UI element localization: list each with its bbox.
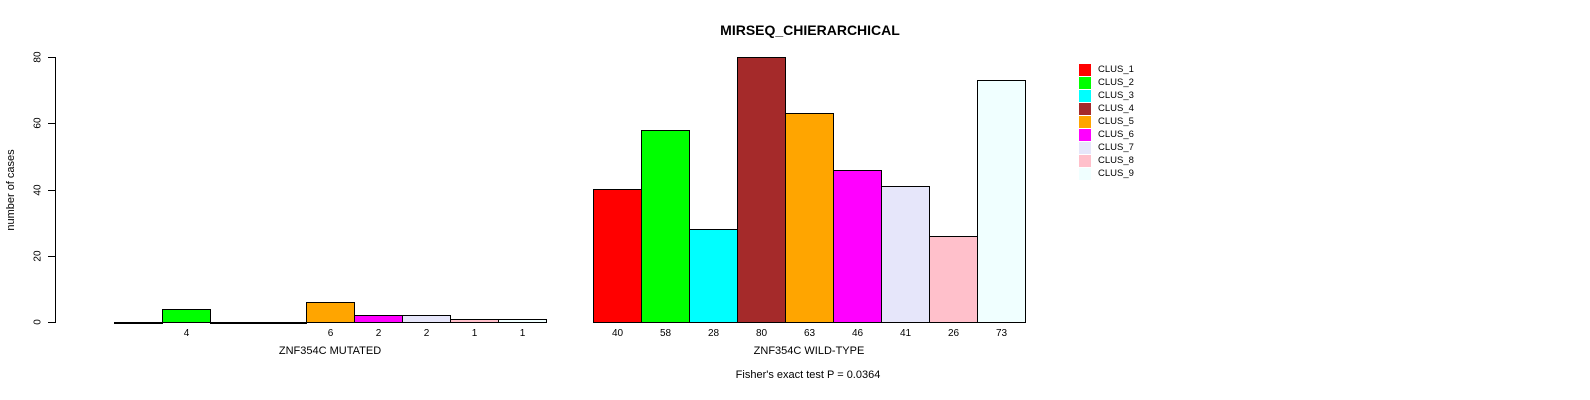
- bar-clus_1-group2: [593, 189, 642, 323]
- legend-swatch-clus_7: [1079, 141, 1091, 154]
- bar-clus_2-group2: [641, 130, 690, 323]
- y-axis-label: number of cases: [5, 149, 17, 231]
- legend-swatch-clus_3: [1079, 89, 1091, 102]
- y-tick-label: 20: [32, 250, 44, 262]
- bar-clus_8-group1: [450, 319, 499, 323]
- legend-swatch-clus_6: [1079, 128, 1091, 141]
- bar-value-label: 1: [471, 328, 478, 339]
- legend-row: CLUS_3: [1079, 89, 1134, 102]
- legend-label: CLUS_7: [1098, 142, 1134, 153]
- legend-label: CLUS_8: [1098, 155, 1134, 166]
- y-tick: [48, 123, 56, 124]
- bar-value-label: 80: [755, 328, 768, 339]
- bar-clus_8-group2: [929, 236, 978, 323]
- chart-title: MIRSEQ_CHIERARCHICAL: [720, 22, 900, 38]
- bar-clus_6-group1: [354, 315, 403, 323]
- legend-row: CLUS_2: [1079, 76, 1134, 89]
- bar-value-label: 58: [659, 328, 672, 339]
- legend-label: CLUS_1: [1098, 64, 1134, 75]
- group-label-mutated: ZNF354C MUTATED: [278, 345, 382, 357]
- legend-label: CLUS_2: [1098, 77, 1134, 88]
- legend-label: CLUS_5: [1098, 116, 1134, 127]
- legend-label: CLUS_4: [1098, 103, 1134, 114]
- bar-value-label: 63: [803, 328, 816, 339]
- y-tick-label: 60: [32, 117, 44, 129]
- legend-label: CLUS_6: [1098, 129, 1134, 140]
- y-tick: [48, 190, 56, 191]
- bar-clus_6-group2: [833, 170, 882, 323]
- bar-value-label: 2: [423, 328, 430, 339]
- y-tick-label: 40: [32, 184, 44, 196]
- legend: CLUS_1 CLUS_2 CLUS_3 CLUS_4 CLUS_5 CLUS_6 CLUS…: [1079, 63, 1134, 180]
- legend-row: CLUS_8: [1079, 154, 1134, 167]
- bar-clus_3-group2: [689, 229, 738, 323]
- fisher-test-annotation: Fisher's exact test P = 0.0364: [735, 369, 881, 381]
- bar-value-label: 40: [611, 328, 624, 339]
- bar-value-label: 41: [899, 328, 912, 339]
- legend-row: CLUS_4: [1079, 102, 1134, 115]
- bar-clus_5-group2: [785, 113, 834, 323]
- legend-label: CLUS_3: [1098, 90, 1134, 101]
- group-label-wild-type: ZNF354C WILD-TYPE: [753, 345, 865, 357]
- bar-value-label: 2: [375, 328, 382, 339]
- legend-row: CLUS_9: [1079, 167, 1134, 180]
- bar-value-label: 46: [851, 328, 864, 339]
- legend-row: CLUS_1: [1079, 63, 1134, 76]
- bar-clus_5-group1: [306, 302, 355, 323]
- legend-swatch-clus_4: [1079, 102, 1091, 115]
- legend-label: CLUS_9: [1098, 168, 1134, 179]
- y-tick: [48, 57, 56, 58]
- legend-row: CLUS_5: [1079, 115, 1134, 128]
- legend-swatch-clus_1: [1079, 63, 1091, 76]
- bar-clus_9-group1: [498, 319, 547, 323]
- bar-value-label: 6: [327, 328, 334, 339]
- bar-value-label: 73: [995, 328, 1008, 339]
- y-tick: [48, 322, 56, 323]
- bar-clus_4-group2: [737, 57, 786, 323]
- bar-clus_2-group1: [162, 309, 211, 323]
- bar-clus_1-group1: [114, 322, 163, 324]
- bar-value-label: 26: [947, 328, 960, 339]
- legend-swatch-clus_5: [1079, 115, 1091, 128]
- legend-swatch-clus_2: [1079, 76, 1091, 89]
- bar-clus_7-group1: [402, 315, 451, 323]
- bar-clus_7-group2: [881, 186, 930, 323]
- bar-value-label: 28: [707, 328, 720, 339]
- bar-clus_4-group1: [258, 322, 307, 324]
- bar-value-label: 1: [519, 328, 526, 339]
- bar-clus_9-group2: [977, 80, 1026, 323]
- legend-row: CLUS_7: [1079, 141, 1134, 154]
- bar-clus_3-group1: [210, 322, 259, 324]
- legend-row: CLUS_6: [1079, 128, 1134, 141]
- y-tick-label: 80: [32, 51, 44, 63]
- bar-value-label: 4: [183, 328, 190, 339]
- legend-swatch-clus_8: [1079, 154, 1091, 167]
- legend-swatch-clus_9: [1079, 167, 1091, 180]
- y-tick: [48, 256, 56, 257]
- y-tick-label: 0: [32, 319, 44, 325]
